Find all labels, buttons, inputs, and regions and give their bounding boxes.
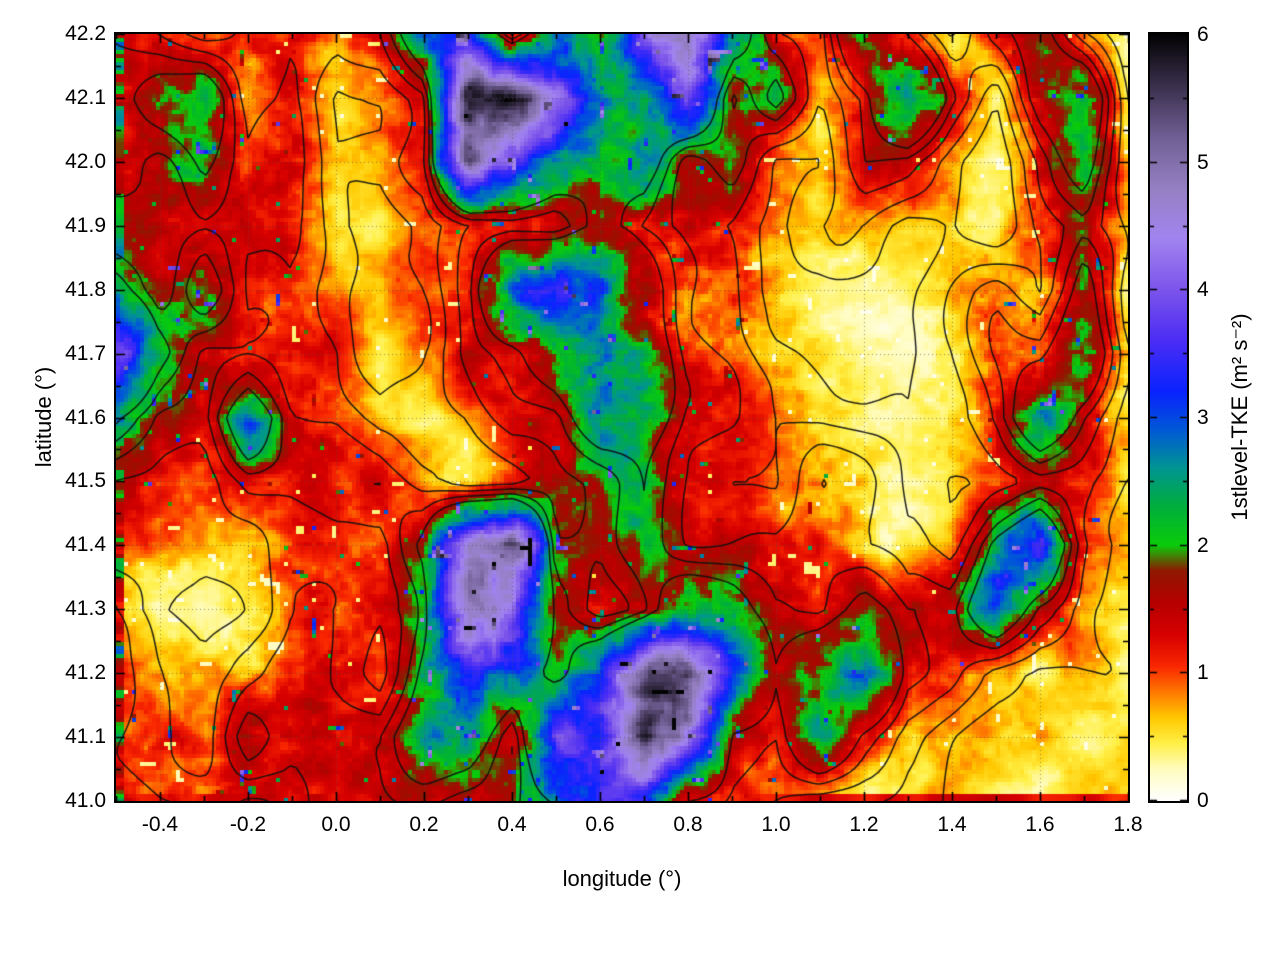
- x-tick-label: 1.4: [937, 813, 967, 836]
- colorbar-tick-label: 6: [1197, 22, 1209, 46]
- colorbar-tick-label: 4: [1197, 277, 1209, 301]
- colorbar-tick-label: 0: [1197, 788, 1209, 812]
- x-tick-label: -0.4: [141, 813, 179, 836]
- x-axis-label: longitude (°): [562, 866, 682, 891]
- colorbar-tick-label: 1: [1197, 660, 1209, 684]
- x-tick-label: 1.2: [849, 813, 879, 836]
- x-tick-label: 0.6: [585, 813, 615, 836]
- x-tick-label: 1.8: [1113, 813, 1143, 836]
- x-tick-label: 1.0: [761, 813, 791, 836]
- colorbar-tick-label: 2: [1197, 533, 1209, 557]
- x-tick-label: 0.4: [497, 813, 527, 836]
- colorbar-gradient-canvas: [1150, 34, 1187, 801]
- colorbar-label: 1stlevel-TKE (m² s⁻²): [1227, 313, 1252, 521]
- y-tick-label: 41.0: [65, 789, 106, 812]
- y-tick-label: 41.5: [65, 469, 106, 493]
- x-tick-label: 0.0: [321, 813, 351, 836]
- x-tick-label: 0.8: [673, 813, 703, 836]
- plot-area: [114, 32, 1130, 803]
- y-tick-label: 41.3: [65, 597, 106, 621]
- y-tick-label: 42.0: [65, 149, 106, 173]
- x-tick-label: -0.2: [229, 813, 267, 836]
- y-tick-label: 41.4: [65, 533, 106, 557]
- colorbar: [1148, 32, 1189, 803]
- colorbar-tick-label: 5: [1197, 150, 1209, 174]
- x-tick-label: 0.2: [409, 813, 439, 836]
- y-tick-label: 41.2: [65, 661, 106, 685]
- y-tick-label: 42.1: [65, 85, 106, 109]
- y-axis-label: latitude (°): [31, 366, 56, 468]
- y-tick-label: 42.2: [65, 22, 106, 45]
- x-tick-label: 1.6: [1025, 813, 1055, 836]
- y-tick-label: 41.6: [65, 405, 106, 429]
- y-tick-label: 41.1: [65, 725, 106, 749]
- y-tick-label: 41.8: [65, 277, 106, 301]
- colorbar-tick-label: 3: [1197, 405, 1209, 429]
- heatmap-canvas: [116, 34, 1128, 801]
- y-tick-label: 41.9: [65, 213, 106, 237]
- y-tick-label: 41.7: [65, 341, 106, 365]
